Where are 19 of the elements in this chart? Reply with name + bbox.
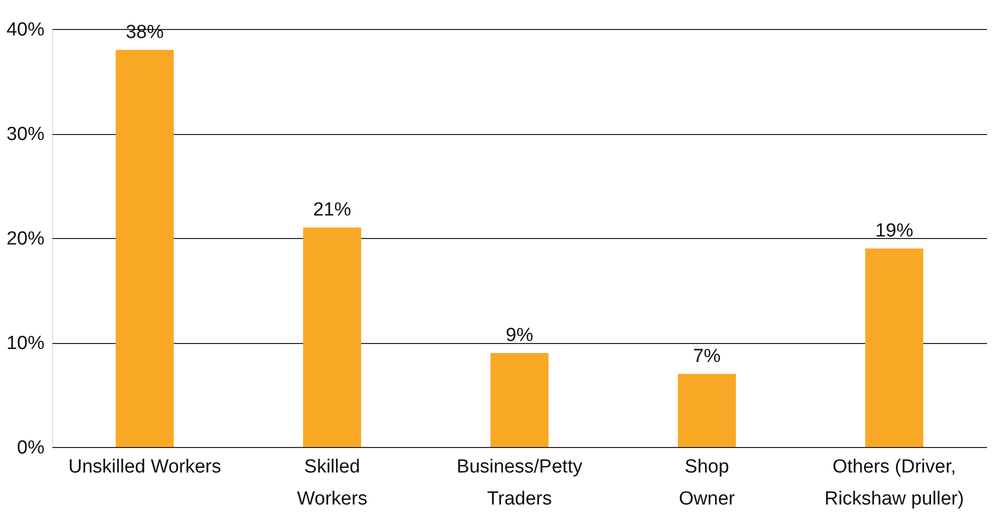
y-tick-label: 0% bbox=[17, 438, 45, 458]
x-tick-label: Business/Petty Traders bbox=[456, 456, 583, 510]
bar bbox=[490, 352, 549, 447]
bar bbox=[116, 50, 174, 447]
y-tick-label: 30% bbox=[6, 124, 45, 145]
y-tick-label: 20% bbox=[6, 228, 45, 250]
data-label: 7% bbox=[693, 346, 721, 367]
x-tick-label: Skilled Workers bbox=[296, 456, 368, 510]
y-tick-label: 10% bbox=[6, 333, 45, 354]
bar bbox=[303, 228, 362, 447]
data-label: 9% bbox=[506, 324, 534, 346]
x-tick-label: Unskilled Workers bbox=[68, 456, 222, 478]
x-tick-label: Shop Owner bbox=[678, 456, 736, 510]
bar bbox=[865, 248, 924, 447]
data-label: 19% bbox=[875, 220, 914, 242]
bar bbox=[678, 374, 736, 447]
x-tick-label: Others (Driver, Rickshaw puller) bbox=[824, 456, 964, 510]
data-label: 21% bbox=[313, 200, 352, 221]
y-tick-label: 40% bbox=[6, 20, 45, 40]
